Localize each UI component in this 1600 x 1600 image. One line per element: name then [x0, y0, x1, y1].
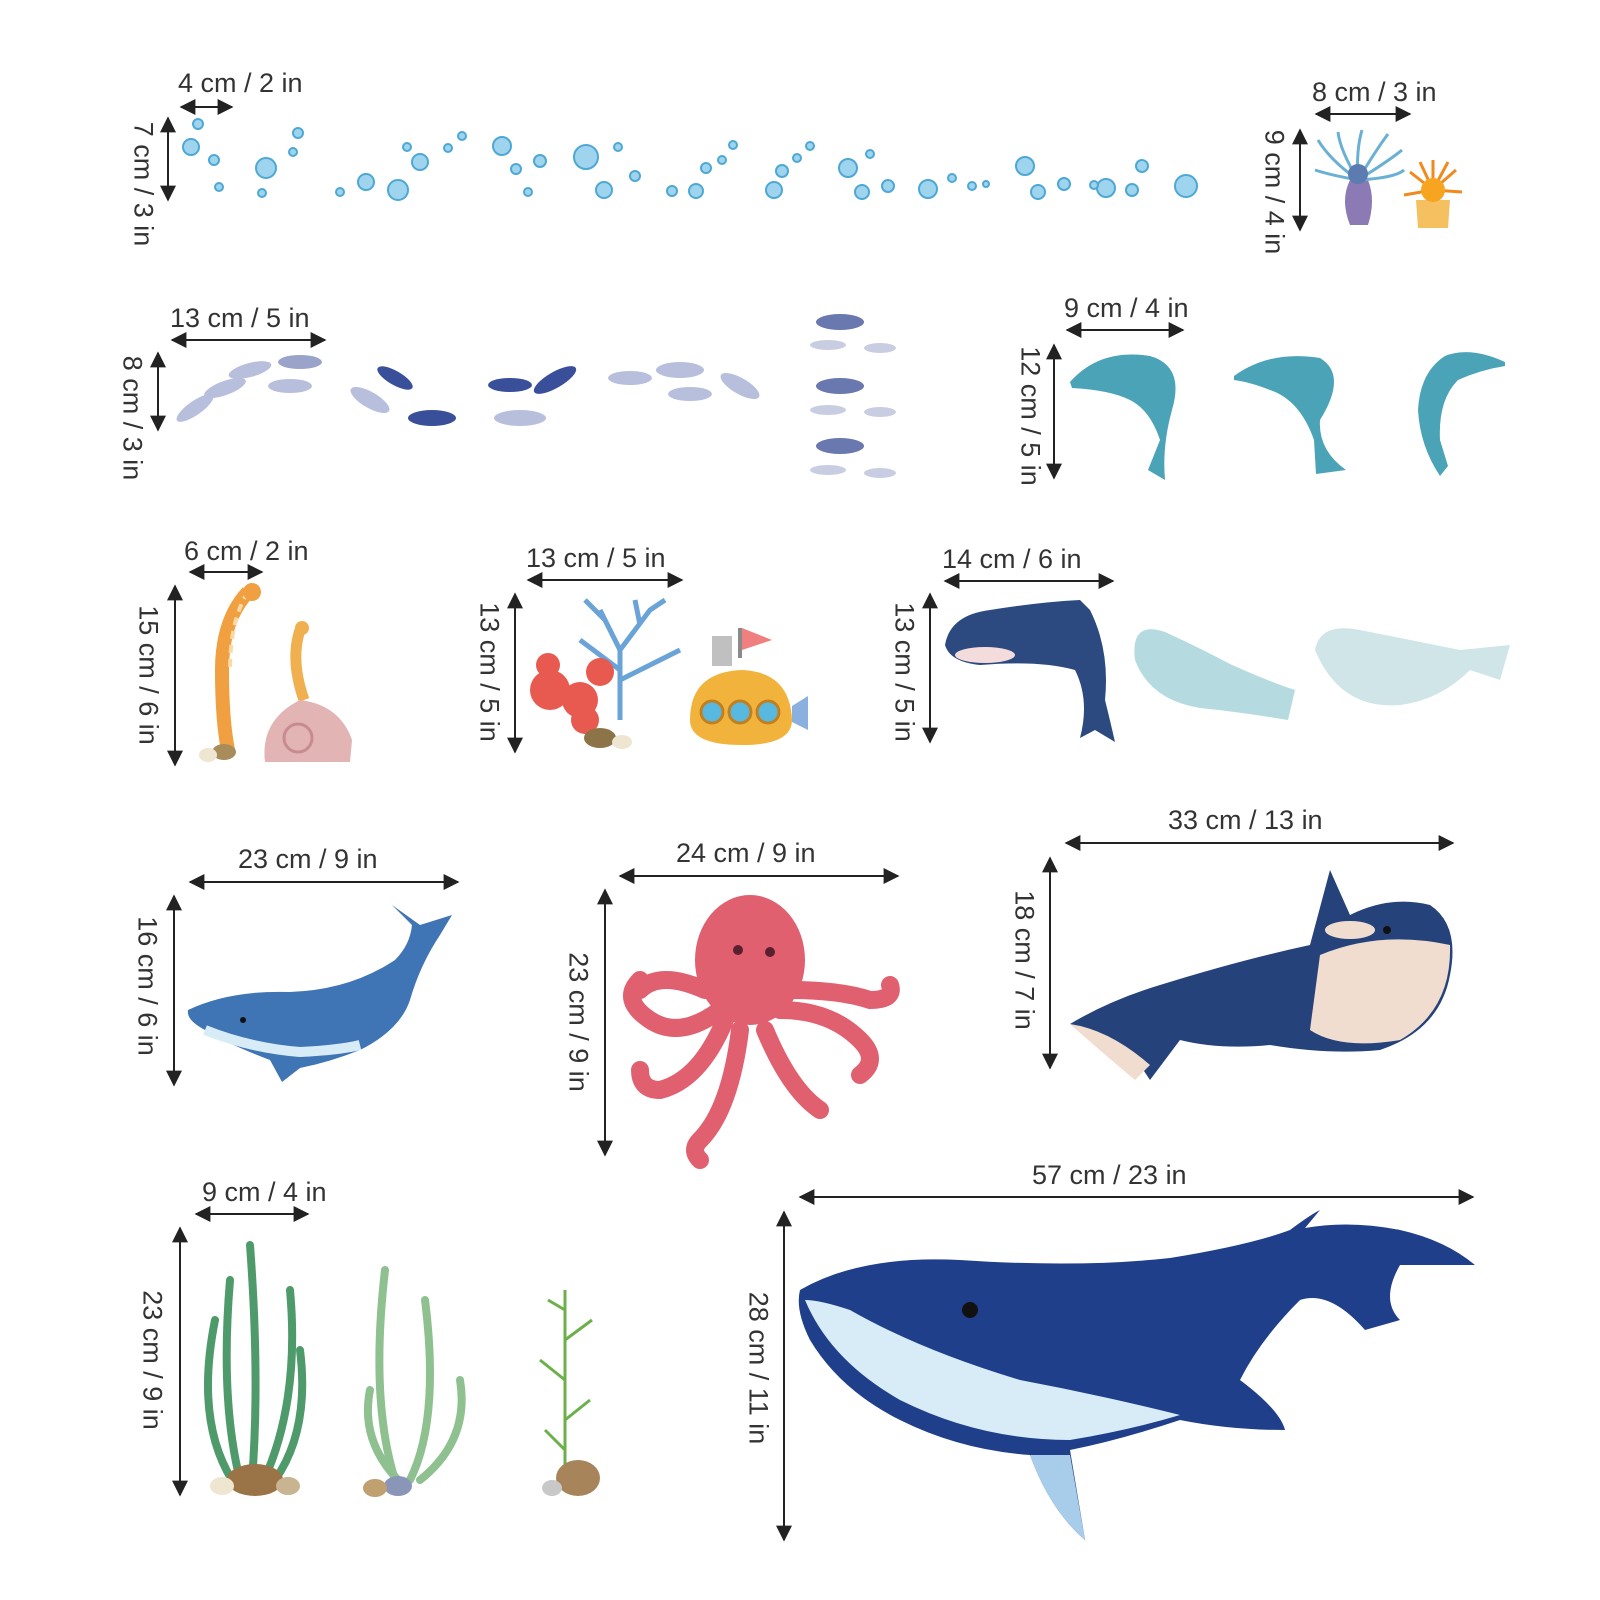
fish-width-label: 13 cm / 5 in [170, 303, 310, 333]
coral-submarine-height-label: 13 cm / 5 in [474, 602, 505, 742]
seaweed-sticker [204, 1241, 600, 1497]
bubbles-width-label: 4 cm / 2 in [178, 68, 303, 98]
whale-small-height-label: 16 cm / 6 in [132, 916, 163, 1056]
fish-sticker [176, 314, 896, 478]
humpback-width-label: 57 cm / 23 in [1032, 1160, 1187, 1190]
anemones-sticker [1314, 129, 1463, 228]
eels-sticker [199, 583, 352, 762]
dolphins-height-label: 12 cm / 5 in [1015, 346, 1046, 486]
dolphins-sticker [1070, 352, 1505, 480]
coral-submarine-sticker [530, 597, 808, 749]
bubbles-sticker [182, 118, 1198, 201]
orca-large-height-label: 18 cm / 7 in [1009, 890, 1040, 1030]
eels-height-label: 15 cm / 6 in [133, 605, 164, 745]
dolphins-width-label: 9 cm / 4 in [1064, 293, 1189, 323]
seaweed-width-label: 9 cm / 4 in [202, 1177, 327, 1207]
dimension-lines [150, 99, 1475, 1542]
orca-belugas-sticker [945, 600, 1510, 742]
orca-belugas-height-label: 13 cm / 5 in [889, 602, 920, 742]
octopus-sticker [623, 895, 900, 1169]
humpback-whale-sticker [798, 1210, 1475, 1540]
bubbles-height-label: 7 cm / 3 in [128, 121, 159, 247]
octopus-height-label: 23 cm / 9 in [563, 952, 594, 1092]
octopus-width-label: 24 cm / 9 in [676, 838, 816, 868]
fish-height-label: 8 cm / 3 in [117, 355, 148, 481]
humpback-height-label: 28 cm / 11 in [743, 1291, 774, 1445]
blue-whale-small-sticker [187, 905, 453, 1082]
anemones-height-label: 9 cm / 4 in [1259, 129, 1290, 255]
orca-belugas-width-label: 14 cm / 6 in [942, 544, 1082, 574]
whale-small-width-label: 23 cm / 9 in [238, 844, 378, 874]
coral-submarine-width-label: 13 cm / 5 in [526, 543, 666, 573]
seaweed-height-label: 23 cm / 9 in [137, 1290, 168, 1430]
orca-large-sticker [1070, 870, 1453, 1080]
orca-large-width-label: 33 cm / 13 in [1168, 805, 1323, 835]
anemones-width-label: 8 cm / 3 in [1312, 77, 1437, 107]
eels-width-label: 6 cm / 2 in [184, 536, 309, 566]
